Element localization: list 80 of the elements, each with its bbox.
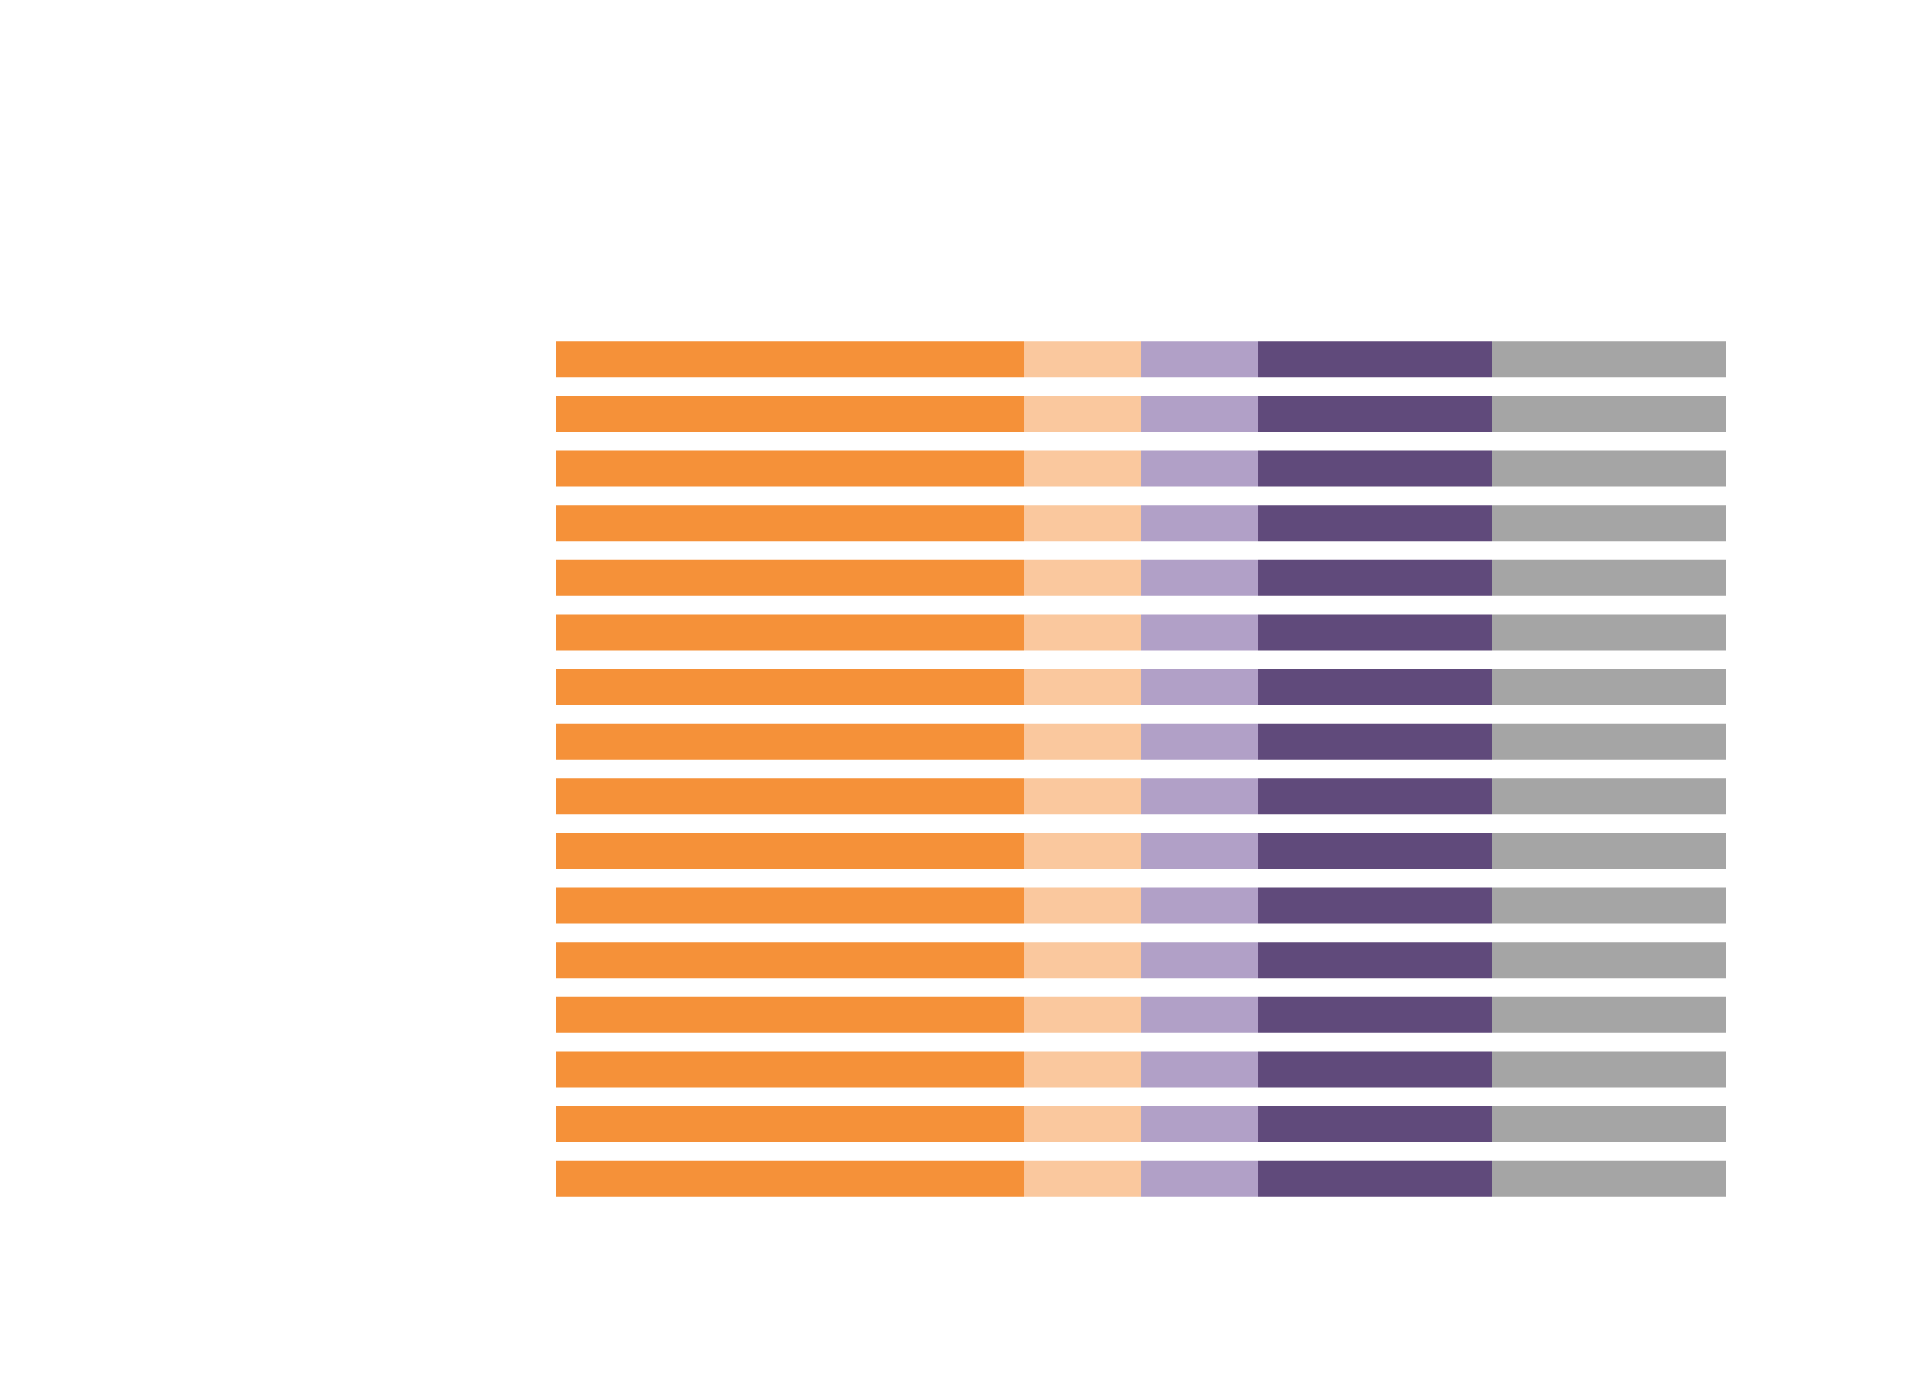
bar bbox=[1492, 614, 1727, 651]
bar bbox=[556, 778, 1025, 815]
bar bbox=[1024, 1160, 1142, 1197]
bar bbox=[1492, 450, 1727, 487]
bar bbox=[556, 341, 1025, 378]
bar bbox=[1258, 996, 1493, 1033]
bar bbox=[1024, 450, 1142, 487]
bar bbox=[1024, 996, 1142, 1033]
bar bbox=[1024, 832, 1142, 869]
bar bbox=[1024, 669, 1142, 706]
bar bbox=[556, 559, 1025, 596]
bar bbox=[1024, 723, 1142, 760]
bar bbox=[556, 942, 1025, 979]
bar bbox=[1492, 778, 1727, 815]
bar bbox=[556, 832, 1025, 869]
bar bbox=[1141, 1160, 1259, 1197]
bar bbox=[556, 505, 1025, 542]
bar bbox=[1258, 887, 1493, 924]
bar bbox=[1141, 996, 1259, 1033]
bar bbox=[556, 1051, 1025, 1088]
bar bbox=[1258, 559, 1493, 596]
bar bbox=[1258, 778, 1493, 815]
bar bbox=[1258, 723, 1493, 760]
bar bbox=[1492, 1106, 1727, 1143]
bar bbox=[1492, 395, 1727, 432]
bar bbox=[1024, 1051, 1142, 1088]
bar bbox=[1024, 614, 1142, 651]
bar bbox=[1024, 1106, 1142, 1143]
bar bbox=[556, 1106, 1025, 1143]
bar bbox=[1492, 559, 1727, 596]
bar bbox=[1141, 778, 1259, 815]
bar bbox=[1492, 505, 1727, 542]
bar bbox=[1141, 1106, 1259, 1143]
bar bbox=[556, 887, 1025, 924]
bar bbox=[1492, 832, 1727, 869]
bar bbox=[1492, 669, 1727, 706]
bar bbox=[556, 669, 1025, 706]
bar bbox=[1141, 887, 1259, 924]
bar bbox=[1141, 723, 1259, 760]
bar bbox=[556, 996, 1025, 1033]
bar bbox=[1024, 559, 1142, 596]
bar bbox=[556, 614, 1025, 651]
bar bbox=[1258, 942, 1493, 979]
bar bbox=[556, 450, 1025, 487]
bar bbox=[1141, 395, 1259, 432]
bar bbox=[1258, 832, 1493, 869]
bar bbox=[1258, 505, 1493, 542]
bar bbox=[1024, 942, 1142, 979]
bar bbox=[1141, 942, 1259, 979]
bar bbox=[1024, 341, 1142, 378]
bar bbox=[1258, 450, 1493, 487]
bar bbox=[1492, 942, 1727, 979]
bar bbox=[556, 395, 1025, 432]
bar bbox=[1258, 1106, 1493, 1143]
bar bbox=[1024, 505, 1142, 542]
bar bbox=[1141, 669, 1259, 706]
bar bbox=[1492, 996, 1727, 1033]
bar bbox=[1141, 614, 1259, 651]
bar bbox=[1024, 887, 1142, 924]
bar bbox=[1141, 559, 1259, 596]
bar bbox=[1492, 887, 1727, 924]
bar bbox=[1258, 614, 1493, 651]
bar bbox=[1258, 341, 1493, 378]
bar bbox=[1141, 341, 1259, 378]
bar bbox=[1141, 832, 1259, 869]
bar bbox=[1024, 395, 1142, 432]
bar bbox=[1492, 341, 1727, 378]
bar bbox=[1141, 450, 1259, 487]
bar bbox=[1024, 778, 1142, 815]
bar bbox=[1258, 395, 1493, 432]
bar bbox=[1258, 1051, 1493, 1088]
bar bbox=[1141, 1051, 1259, 1088]
bar bbox=[556, 1160, 1025, 1197]
bar bbox=[1492, 1051, 1727, 1088]
bar bbox=[1258, 1160, 1493, 1197]
bar bbox=[1492, 723, 1727, 760]
bar bbox=[556, 723, 1025, 760]
bar bbox=[1141, 505, 1259, 542]
bar bbox=[1258, 669, 1493, 706]
bar bbox=[1492, 1160, 1727, 1197]
